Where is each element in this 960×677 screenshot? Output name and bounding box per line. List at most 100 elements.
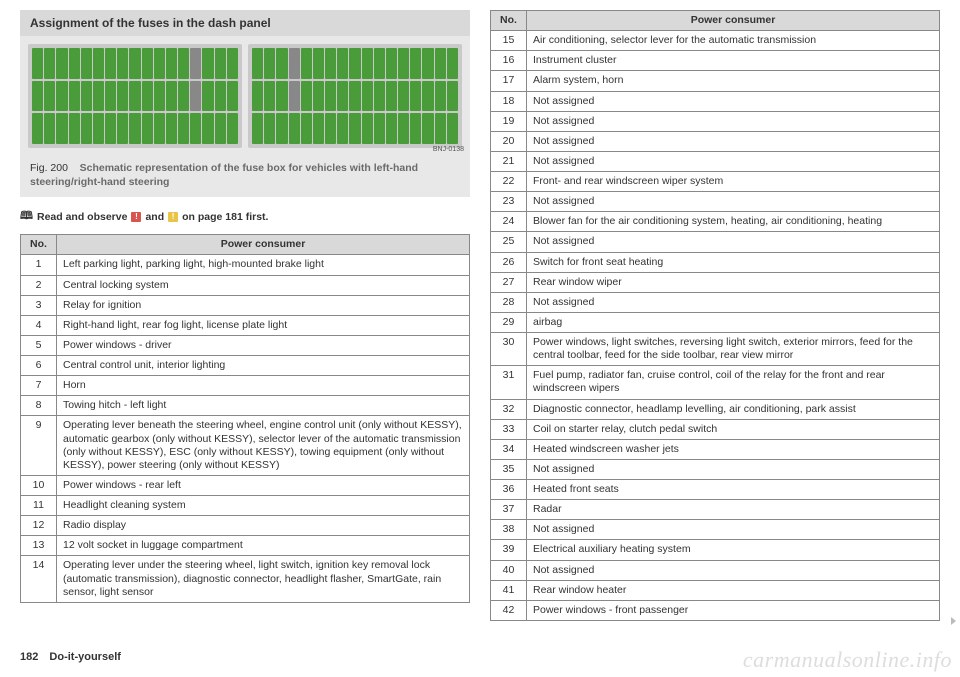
cell-no: 34 [491, 439, 527, 459]
table-row: 23Not assigned [491, 192, 940, 212]
cell-no: 9 [21, 416, 57, 476]
table-row: 18Not assigned [491, 91, 940, 111]
cell-consumer: Operating lever under the steering wheel… [57, 556, 470, 602]
table-row: 38Not assigned [491, 520, 940, 540]
table-row: 28Not assigned [491, 292, 940, 312]
cell-consumer: Not assigned [527, 91, 940, 111]
table-row: 37Radar [491, 500, 940, 520]
read-prefix: Read and observe [37, 211, 127, 223]
table-row: 22Front- and rear windscreen wiper syste… [491, 172, 940, 192]
cell-consumer: Power windows - front passenger [527, 600, 940, 620]
cell-consumer: Fuel pump, radiator fan, cruise control,… [527, 366, 940, 399]
cell-no: 30 [491, 333, 527, 366]
cell-no: 27 [491, 272, 527, 292]
cell-no: 32 [491, 399, 527, 419]
fuse-panel-left [28, 44, 242, 148]
cell-no: 20 [491, 131, 527, 151]
cell-no: 11 [21, 496, 57, 516]
table-row: 9Operating lever beneath the steering wh… [21, 416, 470, 476]
cell-consumer: Relay for ignition [57, 295, 470, 315]
warning-red-icon: ! [131, 212, 141, 222]
th-no: No. [491, 11, 527, 31]
cell-consumer: Not assigned [527, 232, 940, 252]
watermark: carmanualsonline.info [743, 647, 952, 673]
cell-no: 5 [21, 335, 57, 355]
table-row: 2Central locking system [21, 275, 470, 295]
table-row: 36Heated front seats [491, 480, 940, 500]
cell-no: 42 [491, 600, 527, 620]
th-pc: Power consumer [527, 11, 940, 31]
section-name: Do-it-yourself [49, 651, 121, 663]
table-row: 12Radio display [21, 516, 470, 536]
read-mid: and [145, 211, 164, 223]
cell-consumer: Not assigned [527, 111, 940, 131]
cell-consumer: Radar [527, 500, 940, 520]
cell-consumer: airbag [527, 312, 940, 332]
table-row: 1Left parking light, parking light, high… [21, 255, 470, 275]
fusebox-diagram: BNJ-0138 [20, 36, 470, 156]
cell-consumer: Horn [57, 376, 470, 396]
cell-consumer: Electrical auxiliary heating system [527, 540, 940, 560]
read-observe-note: 🕮 Read and observe ! and ! on page 181 f… [20, 207, 470, 226]
cell-no: 37 [491, 500, 527, 520]
section-title: Assignment of the fuses in the dash pane… [20, 10, 470, 36]
cell-consumer: Right-hand light, rear fog light, licens… [57, 315, 470, 335]
cell-no: 40 [491, 560, 527, 580]
table-row: 5Power windows - driver [21, 335, 470, 355]
cell-no: 4 [21, 315, 57, 335]
cell-consumer: Heated windscreen washer jets [527, 439, 940, 459]
warning-yellow-icon: ! [168, 212, 178, 222]
cell-no: 14 [21, 556, 57, 602]
fuse-tbody-right: 15Air conditioning, selector lever for t… [491, 31, 940, 621]
table-row: 27Rear window wiper [491, 272, 940, 292]
cell-no: 36 [491, 480, 527, 500]
cell-consumer: Left parking light, parking light, high-… [57, 255, 470, 275]
table-row: 8Towing hitch - left light [21, 396, 470, 416]
cell-consumer: Power windows - rear left [57, 475, 470, 495]
table-row: 6Central control unit, interior lighting [21, 356, 470, 376]
table-row: 14Operating lever under the steering whe… [21, 556, 470, 602]
cell-consumer: Alarm system, horn [527, 71, 940, 91]
table-row: 1312 volt socket in luggage compartment [21, 536, 470, 556]
scroll-indicator-icon [951, 617, 956, 625]
cell-no: 35 [491, 459, 527, 479]
cell-consumer: Heated front seats [527, 480, 940, 500]
cell-no: 31 [491, 366, 527, 399]
table-row: 39Electrical auxiliary heating system [491, 540, 940, 560]
cell-no: 24 [491, 212, 527, 232]
cell-no: 25 [491, 232, 527, 252]
table-row: 35Not assigned [491, 459, 940, 479]
left-column: Assignment of the fuses in the dash pane… [20, 10, 470, 621]
cell-consumer: Switch for front seat heating [527, 252, 940, 272]
cell-no: 1 [21, 255, 57, 275]
cell-consumer: Not assigned [527, 292, 940, 312]
cell-consumer: Not assigned [527, 151, 940, 171]
cell-no: 39 [491, 540, 527, 560]
cell-no: 16 [491, 51, 527, 71]
fuse-tbody-left: 1Left parking light, parking light, high… [21, 255, 470, 602]
cell-consumer: Front- and rear windscreen wiper system [527, 172, 940, 192]
fuse-table-right: No. Power consumer 15Air conditioning, s… [490, 10, 940, 621]
cell-no: 28 [491, 292, 527, 312]
table-row: 7Horn [21, 376, 470, 396]
cell-no: 13 [21, 536, 57, 556]
table-row: 15Air conditioning, selector lever for t… [491, 31, 940, 51]
cell-no: 2 [21, 275, 57, 295]
th-no: No. [21, 235, 57, 255]
table-row: 32Diagnostic connector, headlamp levelli… [491, 399, 940, 419]
cell-no: 6 [21, 356, 57, 376]
cell-no: 22 [491, 172, 527, 192]
cell-no: 15 [491, 31, 527, 51]
cell-consumer: Rear window wiper [527, 272, 940, 292]
table-row: 42Power windows - front passenger [491, 600, 940, 620]
table-row: 16Instrument cluster [491, 51, 940, 71]
table-row: 21Not assigned [491, 151, 940, 171]
read-suffix: on page 181 first. [182, 211, 268, 223]
cell-consumer: Not assigned [527, 131, 940, 151]
table-row: 25Not assigned [491, 232, 940, 252]
cell-consumer: Central locking system [57, 275, 470, 295]
cell-no: 23 [491, 192, 527, 212]
fuse-table-left: No. Power consumer 1Left parking light, … [20, 234, 470, 603]
cell-no: 33 [491, 419, 527, 439]
table-row: 24Blower fan for the air conditioning sy… [491, 212, 940, 232]
